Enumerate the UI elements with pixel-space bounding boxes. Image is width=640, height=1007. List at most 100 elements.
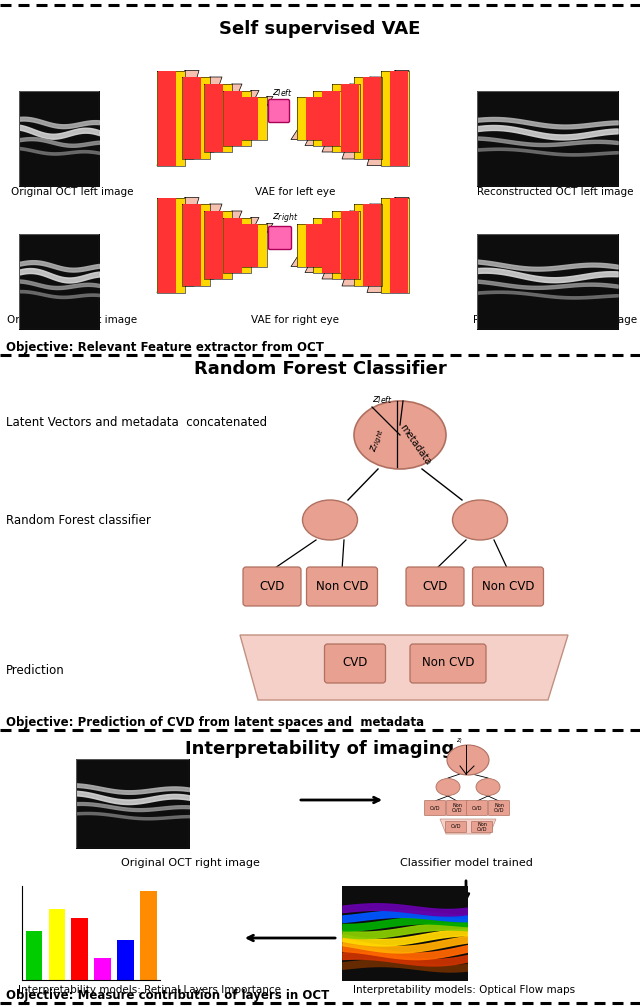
Polygon shape — [297, 224, 325, 267]
Text: Objective: Measure contribution of layers in OCT: Objective: Measure contribution of layer… — [6, 989, 329, 1002]
Text: Original OCT left image: Original OCT left image — [11, 187, 133, 197]
Polygon shape — [390, 197, 408, 292]
Polygon shape — [157, 197, 199, 292]
Ellipse shape — [303, 500, 358, 540]
Polygon shape — [224, 218, 242, 273]
Text: Interpretability models: Optical Flow maps: Interpretability models: Optical Flow ma… — [353, 985, 575, 995]
Bar — [140, 891, 157, 980]
Text: Prediction: Prediction — [6, 664, 65, 677]
Polygon shape — [306, 224, 324, 267]
Polygon shape — [291, 97, 325, 140]
Text: CVD: CVD — [342, 657, 368, 670]
Text: $z_{right}$: $z_{right}$ — [368, 426, 388, 454]
FancyBboxPatch shape — [406, 567, 464, 606]
Ellipse shape — [447, 745, 489, 775]
FancyBboxPatch shape — [472, 822, 493, 833]
Polygon shape — [322, 218, 340, 273]
Polygon shape — [239, 224, 267, 267]
Polygon shape — [367, 70, 409, 165]
Text: Non CVD: Non CVD — [482, 580, 534, 593]
Text: Classifier model trained: Classifier model trained — [399, 858, 532, 868]
Polygon shape — [183, 204, 201, 286]
Text: Objective: Prediction of CVD from latent spaces and  metadata: Objective: Prediction of CVD from latent… — [6, 716, 424, 729]
Polygon shape — [313, 218, 341, 273]
Text: CVD: CVD — [472, 806, 483, 811]
Polygon shape — [297, 97, 325, 140]
Polygon shape — [363, 77, 381, 159]
Polygon shape — [157, 70, 185, 165]
Polygon shape — [204, 84, 242, 152]
Polygon shape — [291, 224, 325, 267]
FancyBboxPatch shape — [488, 801, 509, 816]
FancyBboxPatch shape — [445, 822, 467, 833]
Polygon shape — [342, 204, 382, 286]
Polygon shape — [182, 77, 210, 159]
Text: Latent Vectors and metadata  concatenated: Latent Vectors and metadata concatenated — [6, 417, 267, 430]
Polygon shape — [354, 204, 382, 286]
Text: Non CVD: Non CVD — [422, 657, 474, 670]
Polygon shape — [341, 211, 359, 279]
Text: Interpretability models: Retinal Layers Importance: Interpretability models: Retinal Layers … — [19, 985, 282, 995]
Polygon shape — [223, 91, 259, 145]
Text: $z_{left}$: $z_{left}$ — [372, 394, 392, 406]
Polygon shape — [182, 77, 222, 159]
FancyBboxPatch shape — [269, 227, 291, 250]
Polygon shape — [240, 97, 258, 140]
Polygon shape — [223, 218, 259, 273]
Text: Non
CVD: Non CVD — [452, 803, 462, 814]
Polygon shape — [204, 84, 232, 152]
Polygon shape — [223, 218, 251, 273]
Polygon shape — [322, 84, 360, 152]
Polygon shape — [381, 70, 409, 165]
Polygon shape — [332, 84, 360, 152]
Polygon shape — [322, 211, 360, 279]
Polygon shape — [240, 224, 258, 267]
Polygon shape — [239, 224, 273, 267]
Text: CVD: CVD — [429, 806, 440, 811]
Polygon shape — [341, 84, 359, 152]
Polygon shape — [363, 204, 381, 286]
FancyBboxPatch shape — [467, 801, 488, 816]
Bar — [95, 958, 111, 980]
Polygon shape — [157, 70, 199, 165]
Polygon shape — [158, 197, 176, 292]
Polygon shape — [239, 97, 267, 140]
Polygon shape — [313, 91, 341, 145]
Text: CVD: CVD — [259, 580, 285, 593]
Text: VAE for left eye: VAE for left eye — [255, 187, 335, 197]
Polygon shape — [342, 77, 382, 159]
Polygon shape — [367, 197, 409, 292]
Polygon shape — [224, 91, 242, 145]
Text: Objective: Relevant Feature extractor from OCT: Objective: Relevant Feature extractor fr… — [6, 341, 324, 354]
Polygon shape — [381, 197, 409, 292]
Polygon shape — [205, 211, 223, 279]
FancyBboxPatch shape — [307, 567, 378, 606]
Text: Reconstructed OCT right image: Reconstructed OCT right image — [473, 315, 637, 325]
Polygon shape — [440, 819, 496, 834]
Polygon shape — [204, 211, 232, 279]
Text: Reconstructed OCT left image: Reconstructed OCT left image — [477, 187, 633, 197]
Polygon shape — [182, 204, 222, 286]
Bar — [49, 908, 65, 980]
Text: CVD: CVD — [422, 580, 448, 593]
Text: $z_{right}$: $z_{right}$ — [272, 211, 298, 226]
Ellipse shape — [354, 401, 446, 469]
Polygon shape — [204, 211, 242, 279]
Text: VAE for right eye: VAE for right eye — [251, 315, 339, 325]
Polygon shape — [157, 197, 185, 292]
FancyBboxPatch shape — [447, 801, 467, 816]
Polygon shape — [306, 97, 324, 140]
Text: Non
CVD: Non CVD — [477, 822, 487, 833]
Polygon shape — [158, 70, 176, 165]
FancyBboxPatch shape — [424, 801, 445, 816]
Polygon shape — [182, 204, 210, 286]
Polygon shape — [322, 91, 340, 145]
Polygon shape — [239, 97, 273, 140]
FancyBboxPatch shape — [472, 567, 543, 606]
Ellipse shape — [436, 778, 460, 796]
Text: metadata: metadata — [397, 423, 433, 467]
Polygon shape — [305, 91, 341, 145]
Polygon shape — [223, 91, 251, 145]
Ellipse shape — [452, 500, 508, 540]
Polygon shape — [390, 70, 408, 165]
